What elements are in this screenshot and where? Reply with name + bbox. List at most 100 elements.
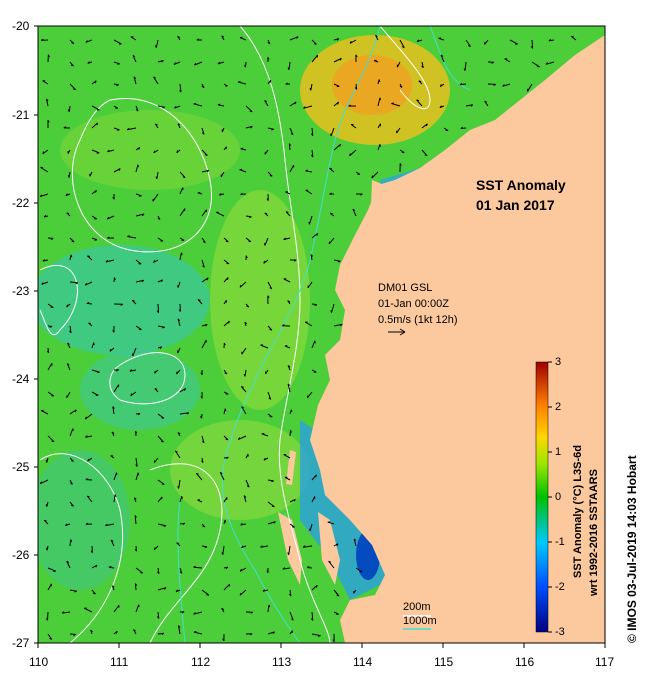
current-arrow [178,479,181,489]
current-arrow [223,583,230,591]
current-arrowhead [138,147,141,150]
current-arrow [570,36,577,41]
current-arrow [69,428,74,437]
current-arrow [157,523,167,527]
current-arrow [289,164,295,173]
current-arrowhead [317,635,321,637]
current-arrowhead [141,279,145,283]
current-arrow [309,523,313,532]
current-arrowhead [87,495,90,498]
current-arrowhead [243,373,246,377]
current-arrowhead [197,299,201,301]
current-arrowhead [105,259,109,263]
current-arrow [113,384,120,393]
current-arrowhead [268,604,271,608]
current-arrowhead [155,123,158,126]
current-arrow [239,37,247,41]
current-arrowhead [425,123,428,127]
current-arrow [113,39,122,45]
current-arrowhead [328,560,332,563]
current-arrow [113,604,120,613]
current-arrow [223,320,230,327]
current-arrowhead [163,587,167,590]
current-arrow [264,100,269,107]
current-arrowhead [330,310,332,313]
current-arrow [69,409,77,415]
current-arrow [42,80,49,85]
current-arrowhead [160,279,164,283]
current-arrowhead [269,328,273,331]
current-arrowhead [310,154,314,158]
current-arrowhead [313,43,317,45]
current-arrow [135,325,142,331]
current-arrowhead [162,326,165,329]
current-arrowhead [484,100,488,103]
current-arrow [153,76,159,85]
current-arrow [39,193,49,198]
current-arrowhead [110,539,114,542]
current-arrowhead [39,481,43,485]
current-arrowhead [421,65,424,69]
current-arrow [310,83,313,91]
current-arrow [193,611,203,615]
current-arrow [311,340,316,349]
current-arrow [61,611,71,614]
current-arrowhead [228,320,230,324]
current-arrowhead [224,519,227,523]
current-arrow [66,391,71,399]
current-arrowhead [244,321,247,325]
current-arrowhead [132,55,136,58]
current-arrowhead [293,499,296,502]
current-arrowhead [186,412,190,415]
current-arrowhead [200,372,203,376]
current-arrowhead [46,350,50,354]
current-arrowhead [130,393,133,396]
current-arrowhead [287,67,290,70]
current-arrow [40,410,49,415]
current-arrowhead [177,486,180,489]
current-arrowhead [175,589,179,593]
current-arrowhead [181,611,185,614]
current-arrowhead [196,38,200,41]
current-arrowhead [264,100,268,103]
current-arrow [129,369,137,372]
current-arrow [267,281,273,290]
current-arrow [85,435,93,438]
current-arrowhead [87,255,90,257]
current-arrowhead [175,450,178,453]
current-arrowhead [155,45,157,48]
current-arrowhead [281,324,285,327]
current-arrow [333,57,342,63]
current-arrowhead [244,64,246,68]
current-arrowhead [193,612,196,615]
current-arrowhead [348,104,351,107]
current-arrowhead [285,211,289,213]
current-arrow [157,496,163,503]
current-arrowhead [85,478,89,481]
current-arrow [333,589,340,597]
current-arrowhead [49,637,52,640]
current-arrow [201,277,209,283]
current-arrow [349,39,357,44]
current-arrowhead [97,371,100,374]
current-arrowhead [349,153,351,157]
current-arrow [91,122,98,129]
current-arrowhead [283,237,286,240]
lat-tick-label: -25 [12,460,30,474]
isobath-200m-contour-6 [379,26,431,110]
current-arrowhead [418,80,422,83]
current-arrow [113,494,116,503]
current-arrowhead [41,282,44,285]
current-arrow [201,339,207,349]
current-arrow [135,164,139,173]
current-arrowhead [105,523,108,526]
current-arrowhead [45,547,48,551]
cool-anomaly-zone-3 [38,450,130,590]
current-arrowhead [133,76,137,79]
current-arrow [47,633,53,640]
current-arrow [464,61,467,71]
current-arrowhead [269,175,273,177]
current-arrow [156,171,159,179]
isobath-200m-contour-7 [149,463,223,643]
current-arrowhead [202,525,206,528]
